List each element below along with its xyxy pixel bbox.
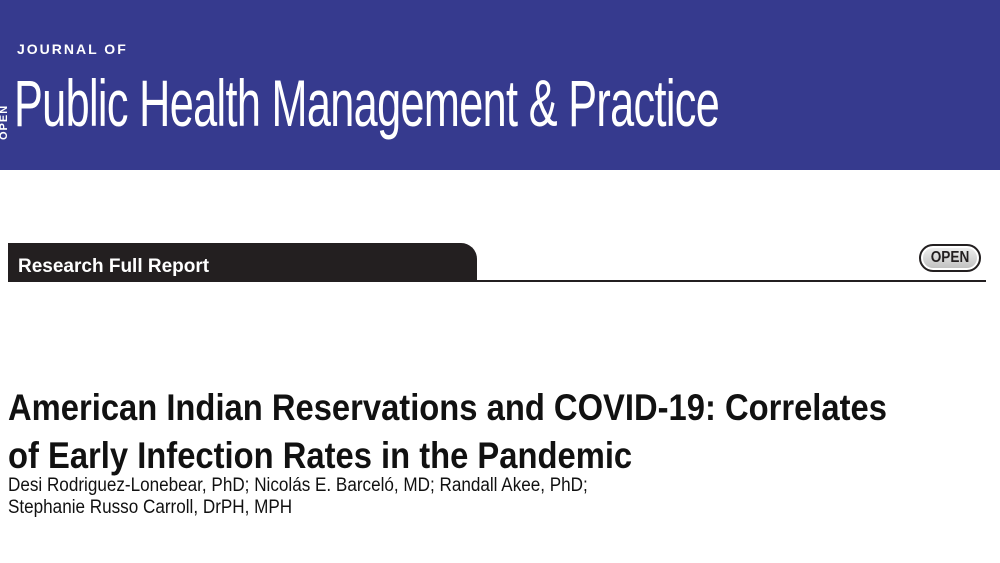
article-title-line-1: American Indian Reservations and COVID-1… xyxy=(8,386,887,428)
section-tab-label: Research Full Report xyxy=(18,256,210,277)
journal-banner: OPEN JOURNAL OF Public Health Management… xyxy=(0,0,1000,170)
author-line-2: Stephanie Russo Carroll, DrPH, MPH xyxy=(8,497,293,518)
section-rule xyxy=(8,280,986,282)
section-tab xyxy=(8,243,477,281)
journal-name: Public Health Management & Practice xyxy=(14,66,720,140)
author-line-1: Desi Rodriguez-Lonebear, PhD; Nicolás E.… xyxy=(8,475,588,496)
open-access-label: OPEN xyxy=(930,249,970,266)
article-title-line-2: of Early Infection Rates in the Pandemic xyxy=(8,434,633,476)
author-list: Desi Rodriguez-Lonebear, PhD; Nicolás E.… xyxy=(8,475,998,519)
article-title: American Indian Reservations and COVID-1… xyxy=(8,384,998,480)
banner-edge-text: OPEN xyxy=(0,104,10,140)
open-access-badge: OPEN xyxy=(919,244,981,272)
journal-prefix: JOURNAL OF xyxy=(17,41,128,57)
